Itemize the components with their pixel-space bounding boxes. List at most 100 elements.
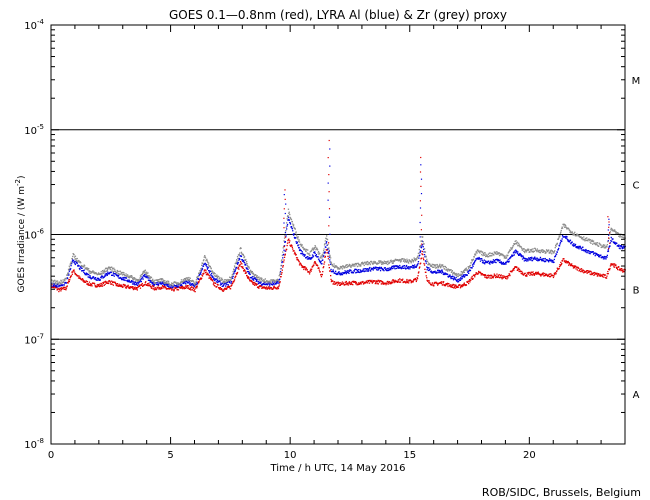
series-2-point (143, 270, 146, 272)
series-1-point (488, 262, 490, 264)
series-1-point (328, 252, 330, 255)
y-tick-label: 10-4 (24, 18, 44, 32)
series-1-point (315, 254, 318, 256)
spike-point (419, 171, 422, 173)
series-0-point (237, 267, 239, 270)
series-1-point (494, 261, 496, 263)
series-0-point (524, 272, 526, 274)
series-1-point (133, 281, 135, 283)
series-0-point (529, 274, 531, 276)
series-2-point (57, 282, 59, 284)
series-0-point (420, 257, 423, 259)
series-0-point (404, 281, 406, 283)
series-2-point (130, 276, 132, 278)
series-0-point (180, 286, 183, 288)
series-0-point (612, 264, 614, 266)
series-1-point (518, 254, 520, 256)
series-2-point (325, 237, 327, 240)
spike-point (328, 191, 330, 193)
series-0-point (157, 287, 159, 289)
series-2-point (589, 239, 591, 241)
series-1-point (536, 257, 538, 259)
series-1-point (520, 254, 522, 256)
series-1-point (307, 256, 309, 258)
series-1-point (372, 268, 374, 270)
series-2-point (245, 262, 247, 264)
series-1-point (559, 242, 562, 244)
series-2-point (296, 236, 298, 238)
series-0-point (586, 270, 588, 272)
series-2-point (418, 248, 420, 251)
series-1-point (88, 274, 90, 276)
series-0-point (195, 287, 197, 289)
series-1-point (517, 251, 519, 253)
series-1-point (299, 249, 301, 251)
series-1-point (412, 267, 414, 269)
series-0-point (548, 276, 551, 278)
series-2-point (582, 238, 584, 240)
series-2-point (565, 226, 567, 228)
series-2-point (404, 259, 406, 261)
series-1-point (269, 285, 271, 287)
series-0-point (579, 268, 581, 270)
series-0-point (566, 261, 568, 263)
series-0-point (563, 260, 565, 262)
series-0-point (406, 281, 409, 284)
series-1-point (266, 283, 268, 285)
series-1-point (434, 271, 436, 273)
series-0-point (355, 282, 358, 284)
series-0-point (248, 278, 250, 280)
series-2-point (561, 227, 564, 229)
series-1-point (91, 277, 94, 279)
series-1-point (291, 228, 293, 230)
series-2-point (443, 268, 446, 270)
series-0-point (479, 271, 482, 274)
series-1-point (621, 246, 623, 248)
series-0-point (161, 285, 164, 287)
series-0-point (392, 279, 394, 281)
series-1-point (396, 265, 398, 267)
series-0-point (270, 287, 273, 289)
series-2-point (622, 236, 624, 238)
series-0-point (351, 281, 353, 283)
series-1-point (396, 266, 399, 268)
series-1-point (518, 253, 520, 255)
series-0-point (300, 263, 302, 265)
series-2-point (314, 245, 316, 247)
series-2-point (613, 230, 615, 232)
series-2-point (222, 281, 224, 283)
series-2-point (505, 257, 507, 259)
series-1-point (367, 269, 370, 271)
series-1-point (524, 258, 526, 260)
series-1-point (522, 256, 525, 258)
series-2-point (123, 273, 125, 276)
series-0-point (182, 286, 184, 288)
series-1-point (540, 258, 542, 260)
series-0-point (555, 272, 557, 274)
series-0-point (283, 259, 285, 261)
series-1-point (197, 278, 199, 280)
series-0-point (162, 285, 165, 288)
series-1-point (532, 257, 534, 259)
series-2-point (585, 239, 587, 242)
series-1-point (413, 266, 415, 268)
series-2-point (285, 230, 287, 232)
series-0-point (468, 282, 470, 285)
series-1-point (245, 267, 247, 269)
series-1-point (241, 259, 243, 261)
series-1-point (498, 261, 501, 264)
series-2-point (62, 279, 64, 281)
series-1-point (210, 274, 212, 276)
series-0-point (101, 285, 104, 287)
series-0-point (502, 277, 505, 279)
series-2-point (341, 268, 344, 270)
series-1-point (213, 277, 215, 279)
series-1-point (376, 267, 379, 269)
series-2-point (583, 238, 586, 241)
series-0-point (398, 279, 400, 281)
series-2-point (259, 277, 261, 279)
series-0-point (621, 268, 623, 270)
series-2-point (435, 264, 437, 266)
series-2-point (386, 261, 388, 263)
series-1-point (537, 260, 539, 262)
